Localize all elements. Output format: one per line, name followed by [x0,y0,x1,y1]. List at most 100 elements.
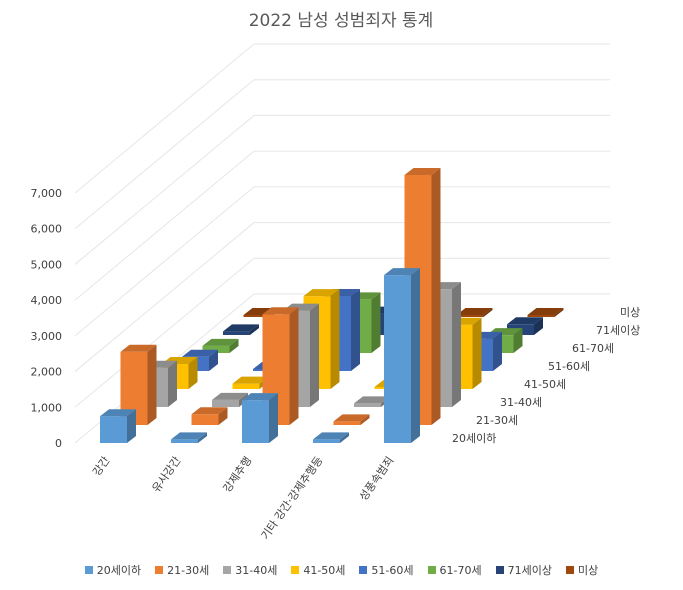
legend-label: 41-50세 [303,564,346,577]
bar-side [360,414,370,425]
bar-top [223,324,259,332]
bar-front [384,275,411,443]
bar-side [250,324,259,335]
bar-20세이하-성풍속범죄 [384,268,420,443]
category-label: 기타 강간·강제추행등 [259,454,326,542]
bar-top [303,289,340,297]
bar-top [313,432,349,440]
bar-front [354,403,381,407]
bar-top [527,308,564,315]
bar-top [191,407,228,415]
bar-21-30세-기타 강간·강제추행등 [333,414,370,425]
legend-label: 61-70세 [439,564,482,577]
bar-side [351,289,360,371]
bar-front [171,439,198,443]
series-axis-label: 미상 [620,306,640,319]
bar-side [330,289,340,389]
legend-swatch [223,566,232,574]
bar-미상-성풍속범죄 [527,308,564,317]
gridline-side [74,43,255,194]
bar-top [456,308,493,315]
bar-front [242,400,269,443]
y-tick-label: 0 [55,437,62,450]
legend-item: 71세이상 [495,562,552,578]
series-axis: 20세이하 21-30세 31-40세 41-50세 51-60세 61-70세 71세이상… [452,306,640,445]
bar-front [212,399,239,407]
legend-label: 31-40세 [235,564,278,577]
bar-side [209,349,218,371]
legend-item: 미상 [565,562,599,578]
bar-top [202,338,239,346]
gridline-side [74,79,255,230]
legend-swatch [495,566,504,574]
series-axis-label: 31-40세 [500,396,542,409]
series-axis-label: 51-60세 [548,360,590,373]
bar-top [242,393,278,401]
legend-item: 20세이하 [84,562,142,578]
series-axis-label: 41-50세 [524,378,566,391]
bar-side [493,331,502,371]
y-tick-label: 6,000 [31,223,63,236]
bar-side [310,303,319,407]
bar-20세이하-강제추행 [242,393,278,443]
bar-top [333,414,370,422]
bar-side [269,393,278,443]
bar-front [527,315,555,317]
bar-top [120,344,157,352]
bar-side [513,328,523,353]
bar-61-70세-강간 [202,338,239,353]
legend-swatch [84,566,93,574]
bar-side [229,338,239,353]
legend-swatch [291,566,300,574]
bar-side [289,307,299,425]
gridline-side [74,186,255,337]
bar-top [404,168,441,175]
legend-label: 미상 [577,564,599,577]
legend-swatch [565,566,574,574]
gridline-side [74,150,255,301]
bar-20세이하-강간 [100,409,136,443]
bar-side [483,308,493,317]
bar-side [371,292,381,353]
bar-front [243,315,271,317]
bar-side [472,317,482,389]
bar-side [198,432,207,443]
bar-side [147,344,157,425]
bar-top [232,376,269,384]
bar-side [127,409,136,443]
gridline-side [74,222,255,372]
legend: 20세이하 21-30세 31-40세 41-50세 51-60세 61-70세 71세이상… [0,562,683,578]
y-tick-label: 7,000 [31,187,63,200]
series-axis-label: 21-30세 [476,414,518,427]
bar-71세이상-강간 [223,324,259,335]
bar-side [218,407,228,425]
bar-side [168,360,177,407]
bar-top [262,307,299,315]
category-label: 유사강간 [150,454,184,495]
legend-label: 20세이하 [96,564,142,577]
bar-side [554,308,564,317]
bars-layer [100,168,564,443]
legend-label: 21-30세 [167,564,210,577]
legend-label: 51-60세 [371,564,414,577]
gridline-side [74,115,255,265]
chart-title: 2022 남성 성범죄자 통계 [249,11,434,31]
series-axis-label: 20세이하 [452,431,496,445]
legend-item: 31-40세 [223,562,277,578]
bar-top [100,409,136,417]
bar-front [191,414,219,425]
bar-side [411,268,420,443]
y-tick-label: 2,000 [31,366,63,379]
y-tick-label: 3,000 [31,330,63,343]
legend-item: 51-60세 [359,562,414,578]
legend-item: 61-70세 [427,562,482,578]
bar-top [384,268,420,276]
bar-20세이하-유사강간 [171,432,207,443]
bar-side [431,168,441,425]
bar-top [507,317,543,325]
bar-front [223,331,250,335]
bar-top [212,392,248,400]
bar-side [452,282,461,407]
